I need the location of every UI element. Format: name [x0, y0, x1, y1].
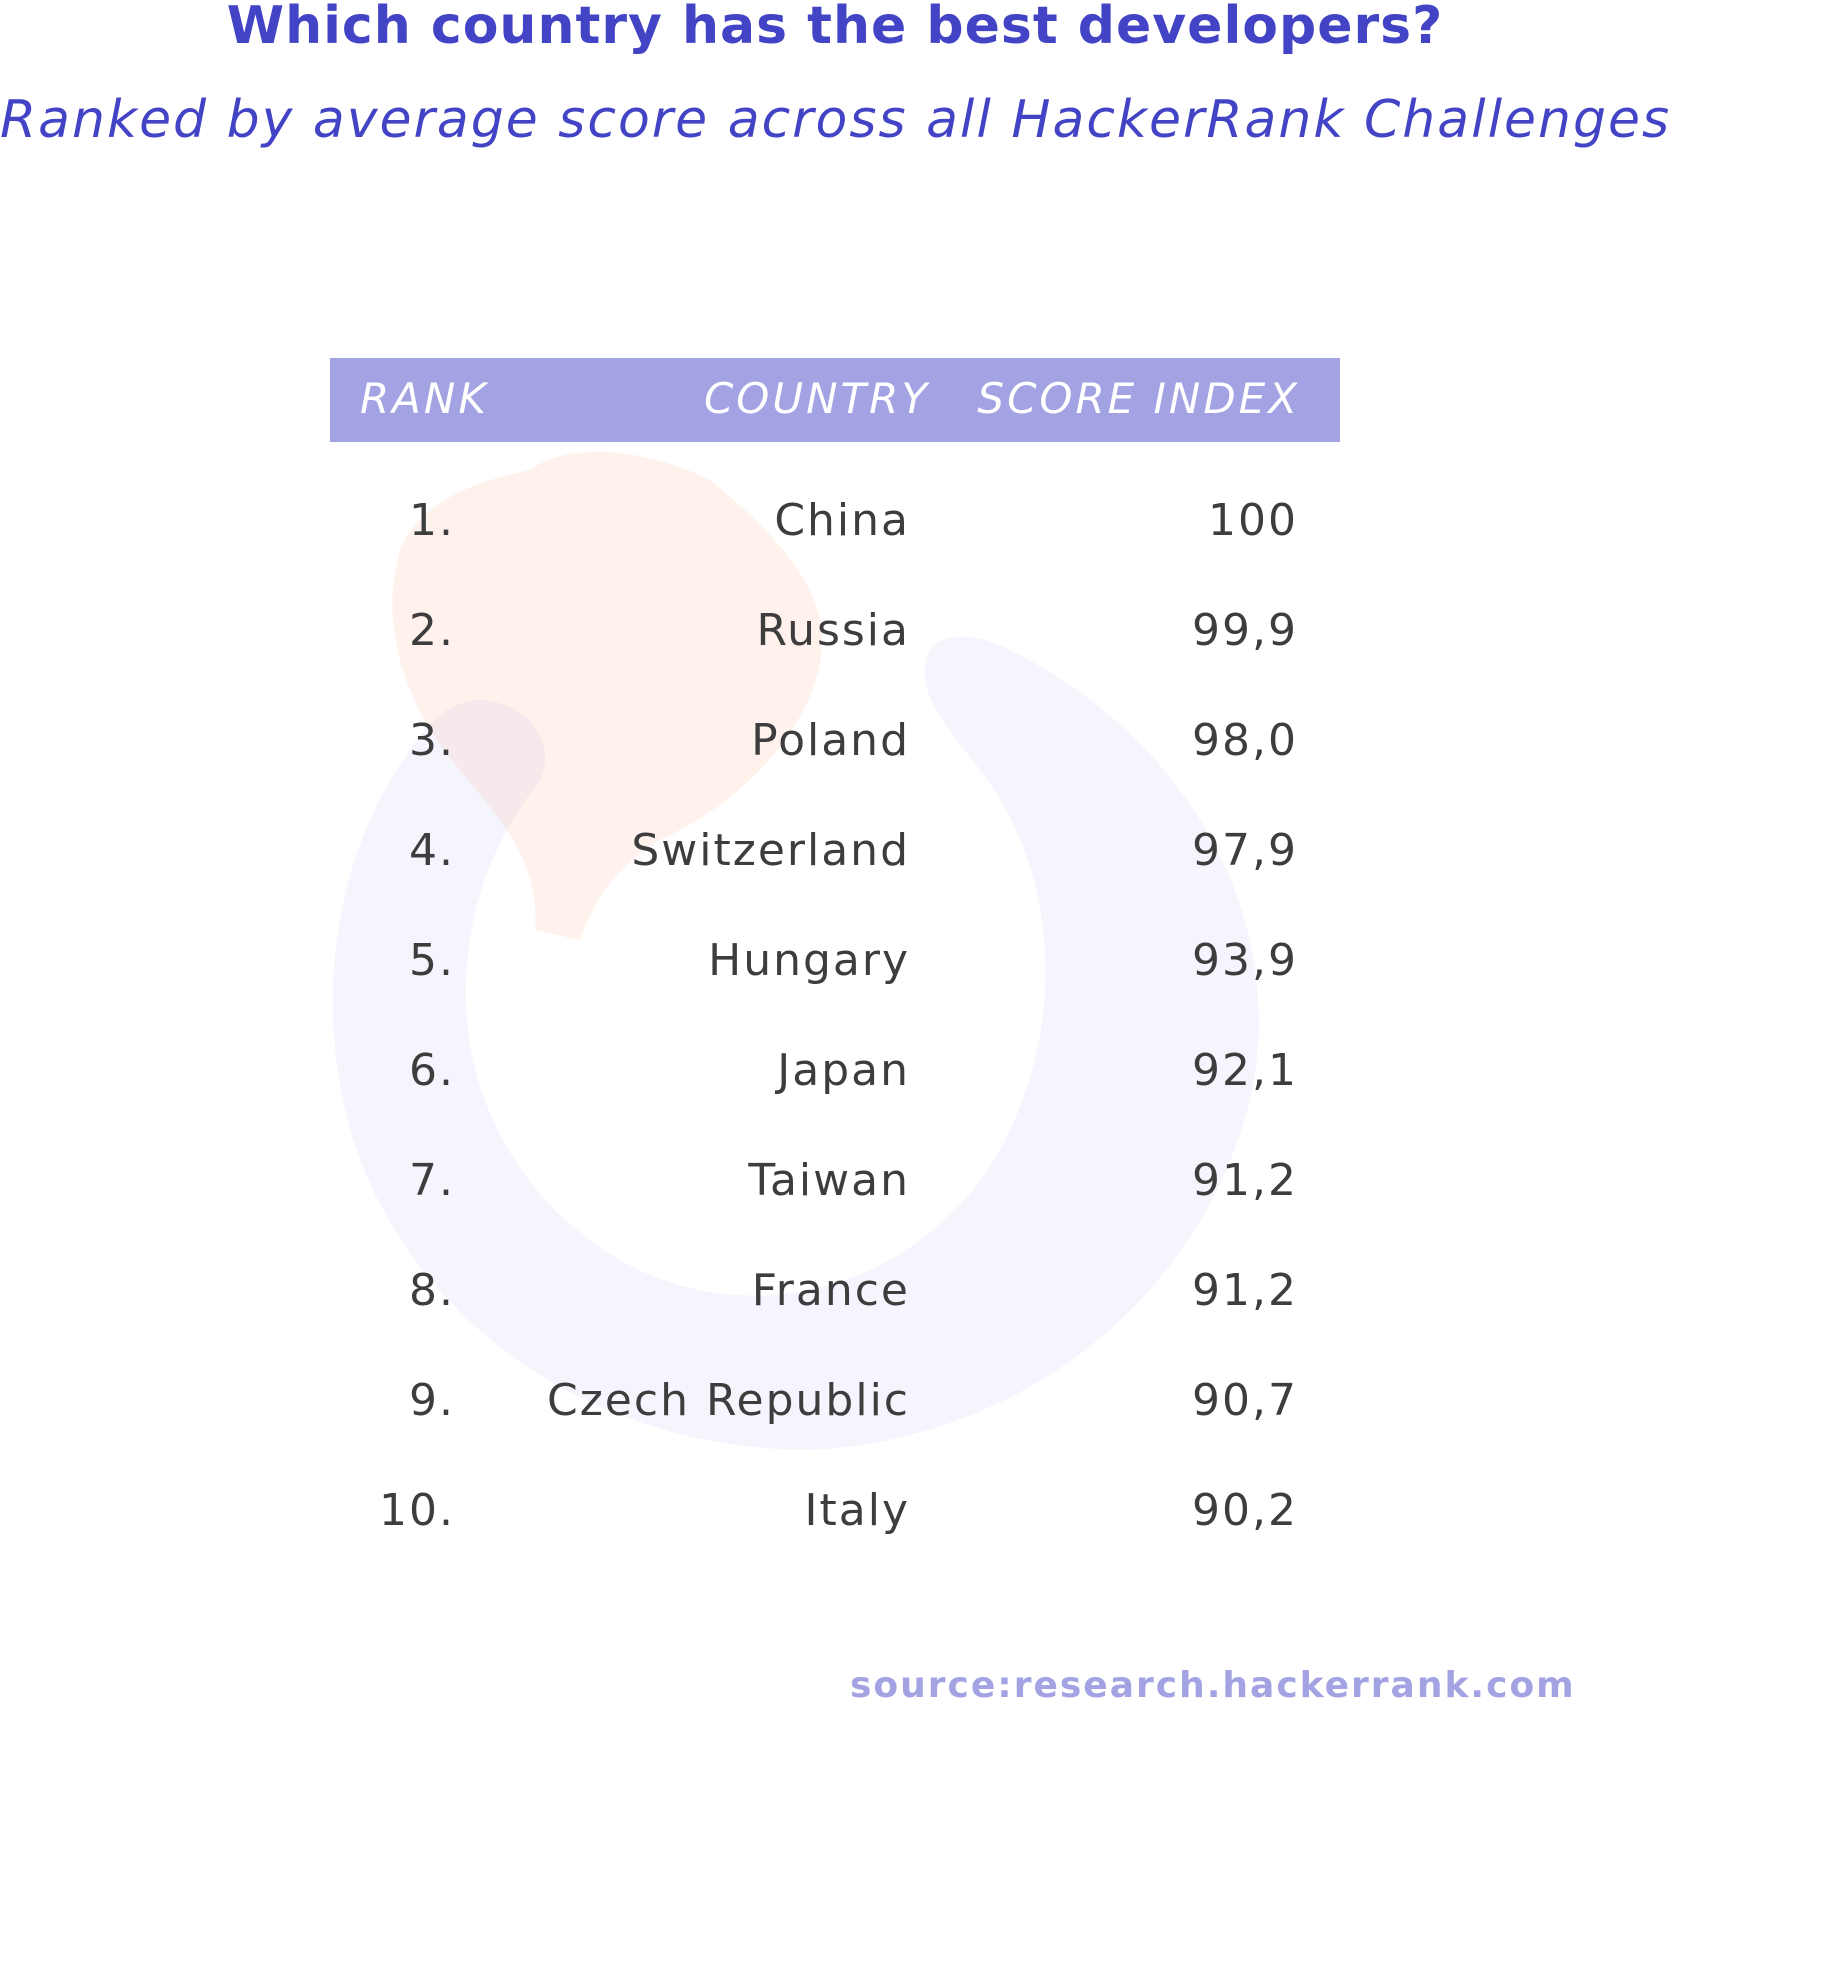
country-cell: Poland	[751, 715, 910, 766]
column-header-score: SCORE INDEX	[977, 374, 1300, 423]
rank-cell: 3.	[409, 715, 455, 766]
source-credit: source:research.hackerrank.com	[850, 1665, 1576, 1706]
column-header-country: COUNTRY	[703, 374, 930, 423]
table-row: 6. Japan 92,1	[330, 1020, 1340, 1130]
score-cell: 93,9	[1192, 935, 1298, 986]
table-row: 2. Russia 99,9	[330, 580, 1340, 690]
rank-cell: 2.	[409, 605, 455, 656]
table-row: 10. Italy 90,2	[330, 1460, 1340, 1570]
score-cell: 90,2	[1192, 1485, 1298, 1536]
table-row: 9. Czech Republic 90,7	[330, 1350, 1340, 1460]
column-header-rank: RANK	[360, 374, 489, 423]
score-cell: 98,0	[1192, 715, 1298, 766]
score-cell: 99,9	[1192, 605, 1298, 656]
logo-ring-shape	[332, 636, 1259, 1450]
score-cell: 91,2	[1192, 1265, 1298, 1316]
country-cell: Hungary	[708, 935, 910, 986]
table-row: 3. Poland 98,0	[330, 690, 1340, 800]
country-cell: China	[774, 495, 910, 546]
table-row: 1. China 100	[330, 470, 1340, 580]
score-cell: 97,9	[1192, 825, 1298, 876]
table-row: 5. Hungary 93,9	[330, 910, 1340, 1020]
table-header: RANK COUNTRY SCORE INDEX	[330, 358, 1340, 442]
rank-cell: 1.	[409, 495, 455, 546]
score-cell: 100	[1208, 495, 1298, 546]
chart-title: Which country has the best developers?	[226, 0, 1444, 56]
country-cell: Russia	[756, 605, 910, 656]
country-cell: Switzerland	[631, 825, 910, 876]
rank-cell: 7.	[409, 1155, 455, 1206]
logo-flame-shape	[392, 451, 823, 940]
country-cell: Japan	[777, 1045, 910, 1096]
table-body: 1. China 100 2. Russia 99,9 3. Poland 98,0 4. Swit…	[330, 470, 1340, 1570]
score-cell: 91,2	[1192, 1155, 1298, 1206]
rank-cell: 6.	[409, 1045, 455, 1096]
rank-cell: 9.	[409, 1375, 455, 1426]
table-row: 4. Switzerland 97,9	[330, 800, 1340, 910]
country-cell: Taiwan	[748, 1155, 910, 1206]
score-cell: 90,7	[1192, 1375, 1298, 1426]
rank-cell: 10.	[379, 1485, 455, 1536]
country-cell: Czech Republic	[546, 1375, 910, 1426]
table-row: 8. France 91,2	[330, 1240, 1340, 1350]
rank-cell: 4.	[409, 825, 455, 876]
country-cell: Italy	[804, 1485, 910, 1536]
hackerrank-logo-icon	[332, 451, 1259, 1450]
rank-cell: 5.	[409, 935, 455, 986]
ranking-table: RANK COUNTRY SCORE INDEX 1. China 100 2. Rus…	[330, 358, 1340, 1536]
score-cell: 92,1	[1192, 1045, 1298, 1096]
chart-subtitle: Ranked by average score across all Hacke…	[0, 90, 1672, 150]
country-cell: France	[751, 1265, 910, 1316]
rank-cell: 8.	[409, 1265, 455, 1316]
table-row: 7. Taiwan 91,2	[330, 1130, 1340, 1240]
